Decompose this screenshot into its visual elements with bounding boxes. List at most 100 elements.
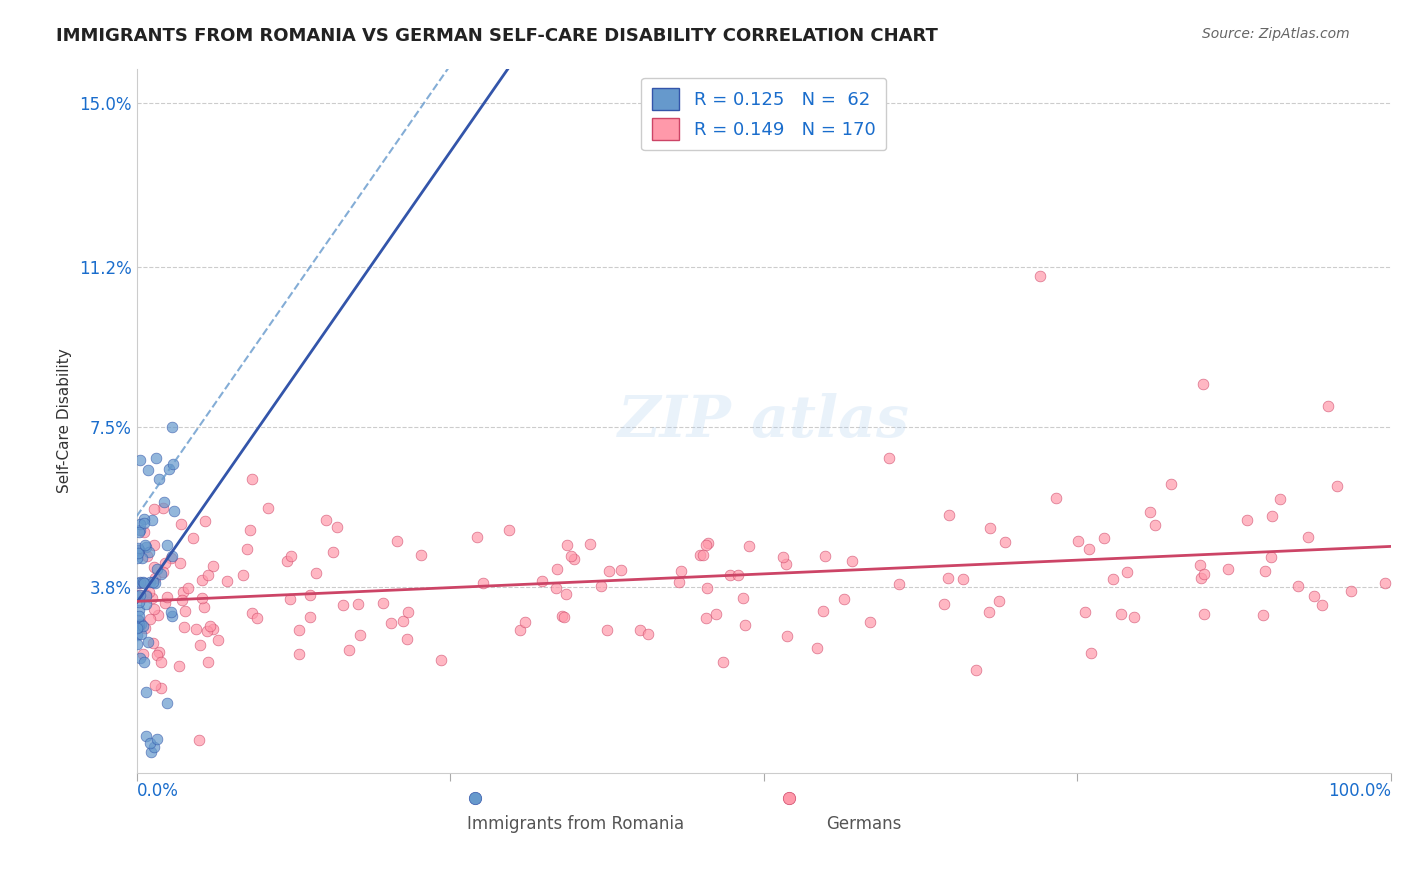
Point <box>236 541 259 556</box>
Point <box>162 504 184 518</box>
Point <box>129 574 152 589</box>
Point <box>155 697 177 711</box>
Point <box>326 520 349 534</box>
Point <box>530 574 553 589</box>
Point <box>392 614 415 628</box>
Point <box>188 638 211 652</box>
Point <box>143 539 166 553</box>
Point <box>1236 513 1258 527</box>
Point <box>127 621 149 635</box>
Point <box>988 594 1011 608</box>
Point <box>240 606 263 620</box>
Point <box>150 655 173 669</box>
Text: Source: ZipAtlas.com: Source: ZipAtlas.com <box>1202 27 1350 41</box>
Point <box>128 603 150 617</box>
Point <box>156 591 179 605</box>
Point <box>145 678 167 692</box>
Point <box>132 576 155 591</box>
Point <box>557 538 579 552</box>
Point <box>1045 491 1067 505</box>
Point <box>385 533 408 548</box>
Point <box>332 599 354 613</box>
Point <box>965 664 987 678</box>
Point <box>156 538 179 552</box>
Point <box>257 501 280 516</box>
Point <box>305 566 328 580</box>
Point <box>127 546 149 560</box>
Point <box>952 573 974 587</box>
Point <box>148 472 170 486</box>
Point <box>128 542 150 557</box>
Point <box>668 575 690 590</box>
Point <box>1268 492 1291 507</box>
Point <box>173 604 195 618</box>
Point <box>191 591 214 605</box>
Point <box>148 645 170 659</box>
Point <box>145 450 167 465</box>
Point <box>146 648 169 662</box>
Point <box>1192 607 1215 621</box>
Point <box>134 538 156 552</box>
Point <box>176 581 198 595</box>
Point <box>127 589 149 603</box>
Point <box>598 565 620 579</box>
Point <box>288 623 311 637</box>
Point <box>142 636 165 650</box>
Point <box>1218 562 1240 576</box>
Point <box>207 633 229 648</box>
Point <box>349 627 371 641</box>
Point <box>1261 508 1284 523</box>
Point <box>727 567 749 582</box>
Point <box>546 562 568 576</box>
Point <box>125 637 148 651</box>
Point <box>1296 530 1319 544</box>
Point <box>1115 565 1137 579</box>
Point <box>637 627 659 641</box>
Point <box>704 607 727 621</box>
Point <box>315 512 337 526</box>
Point <box>1029 268 1052 283</box>
Point <box>160 549 183 564</box>
Point <box>143 602 166 616</box>
Point <box>129 650 152 665</box>
Point <box>141 745 163 759</box>
Point <box>513 615 536 630</box>
Point <box>322 545 344 559</box>
Point <box>172 585 194 599</box>
Point <box>129 453 152 467</box>
Point <box>159 551 181 566</box>
Point <box>718 567 741 582</box>
Point <box>1067 533 1090 548</box>
Point <box>1251 607 1274 622</box>
Point <box>153 495 176 509</box>
Point <box>155 596 177 610</box>
Point <box>979 521 1001 535</box>
Y-axis label: Self-Care Disability: Self-Care Disability <box>58 349 72 493</box>
Point <box>170 592 193 607</box>
Point <box>128 618 150 632</box>
Point <box>190 574 212 588</box>
Point <box>143 576 166 591</box>
Point <box>197 656 219 670</box>
Point <box>129 516 152 531</box>
Point <box>553 609 575 624</box>
Point <box>215 574 238 588</box>
Point <box>142 559 165 574</box>
Point <box>1077 541 1099 556</box>
Point <box>733 591 755 606</box>
Point <box>411 548 433 562</box>
Point <box>135 684 157 698</box>
Point <box>610 564 633 578</box>
Text: 100.0%: 100.0% <box>1329 781 1391 799</box>
Point <box>806 640 828 655</box>
Point <box>692 548 714 562</box>
Point <box>380 616 402 631</box>
Point <box>153 557 176 571</box>
Text: Immigrants from Romania: Immigrants from Romania <box>467 815 685 833</box>
Point <box>814 549 837 564</box>
Point <box>1189 571 1212 585</box>
Point <box>544 581 567 595</box>
Point <box>197 568 219 582</box>
Point <box>1286 578 1309 592</box>
Point <box>129 523 152 537</box>
